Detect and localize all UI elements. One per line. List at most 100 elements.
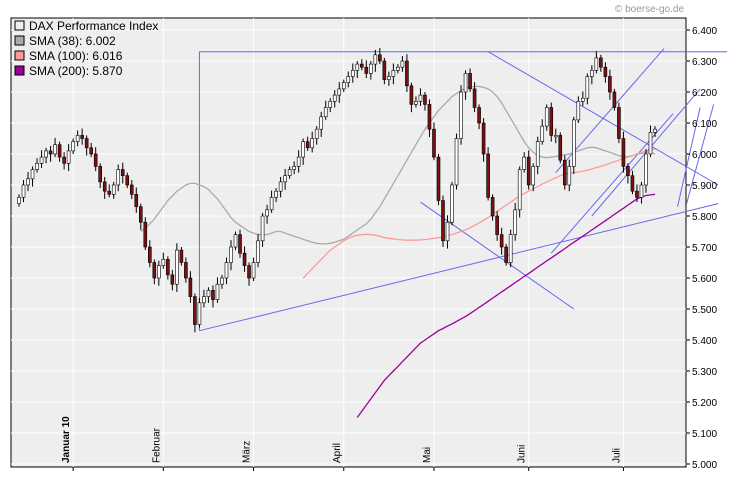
candle	[323, 107, 328, 118]
candle	[188, 277, 193, 297]
candle	[21, 184, 26, 198]
candle	[504, 246, 508, 263]
candle	[535, 141, 540, 167]
candle	[387, 76, 391, 80]
x-month-label: Februar	[151, 427, 162, 463]
candle	[80, 135, 84, 139]
candle	[148, 246, 152, 263]
candle	[138, 206, 143, 223]
candle	[450, 184, 454, 223]
candle	[472, 88, 477, 108]
candle	[378, 54, 382, 62]
candle	[129, 184, 134, 195]
candle	[612, 91, 617, 108]
candle	[432, 128, 436, 158]
candle	[626, 166, 630, 176]
candle	[175, 249, 179, 285]
candle	[409, 85, 414, 105]
candle	[644, 153, 648, 186]
candle	[305, 141, 310, 149]
sma-lines	[140, 85, 656, 418]
candle	[35, 163, 39, 170]
candle	[635, 190, 639, 198]
candle	[549, 107, 554, 136]
candle	[166, 259, 170, 276]
candle	[495, 215, 499, 235]
candle	[522, 156, 526, 170]
candle	[341, 82, 346, 90]
y-tick-label: 6.300	[692, 57, 717, 68]
y-tick-label: 5.700	[692, 243, 717, 254]
candle	[310, 138, 314, 149]
legend-label: DAX Performance Index	[29, 19, 158, 33]
candle	[71, 141, 75, 152]
candle	[490, 197, 495, 217]
y-tick-label: 5.600	[692, 274, 717, 285]
legend-label: SMA (200): 5.870	[29, 64, 123, 78]
y-tick-label: 6.200	[692, 88, 717, 99]
candle	[170, 274, 175, 285]
candle	[603, 66, 608, 77]
candle	[238, 234, 242, 254]
candle	[211, 290, 215, 300]
candle	[283, 175, 287, 183]
trendline	[677, 107, 701, 207]
candle	[278, 181, 283, 192]
candle	[562, 159, 567, 186]
candle	[143, 221, 148, 248]
candle	[197, 302, 202, 325]
candle	[594, 57, 599, 71]
candle	[93, 153, 98, 167]
candle	[44, 150, 48, 158]
candle	[102, 181, 107, 192]
candle	[220, 277, 224, 285]
candle	[134, 194, 139, 208]
candle	[242, 252, 247, 266]
candle	[599, 57, 603, 68]
candle	[608, 76, 612, 93]
candle	[224, 262, 229, 279]
x-axis: Januar 10 Februar März April Mai Juni Juli	[61, 416, 624, 471]
candle	[585, 76, 590, 99]
candle	[405, 60, 409, 87]
candle	[75, 135, 80, 142]
candle	[621, 138, 626, 167]
candle	[382, 60, 387, 80]
candle	[157, 265, 161, 279]
candle	[62, 156, 66, 164]
candle	[427, 104, 432, 130]
y-tick-label: 5.500	[692, 305, 717, 316]
candle	[251, 262, 256, 279]
candle	[328, 101, 333, 108]
trendline	[199, 203, 719, 332]
candle	[418, 94, 423, 102]
candle	[202, 296, 206, 304]
y-tick-label: 6.400	[692, 26, 717, 37]
candle	[648, 132, 653, 155]
y-tick-label: 5.000	[692, 460, 717, 471]
candle	[369, 63, 373, 74]
candle	[567, 166, 572, 186]
candle	[553, 135, 558, 138]
candle	[30, 169, 35, 180]
candle	[120, 169, 125, 176]
candles	[17, 47, 657, 333]
y-axis: 5.000 5.100 5.200 5.300 5.400 5.500 5.600 5.700…	[686, 26, 717, 471]
candle	[477, 107, 481, 124]
candle	[337, 88, 342, 96]
candle	[526, 156, 531, 186]
candle	[193, 296, 197, 325]
candle	[53, 144, 57, 155]
candle	[206, 290, 211, 297]
candle	[508, 234, 513, 263]
candle	[355, 63, 360, 71]
candle	[617, 107, 621, 139]
candle	[265, 209, 269, 217]
candle	[653, 128, 657, 133]
candle	[66, 150, 71, 164]
candle	[48, 150, 53, 155]
candle	[414, 101, 418, 105]
candle	[152, 262, 157, 279]
candle	[364, 66, 369, 74]
legend-swatch	[14, 50, 25, 61]
